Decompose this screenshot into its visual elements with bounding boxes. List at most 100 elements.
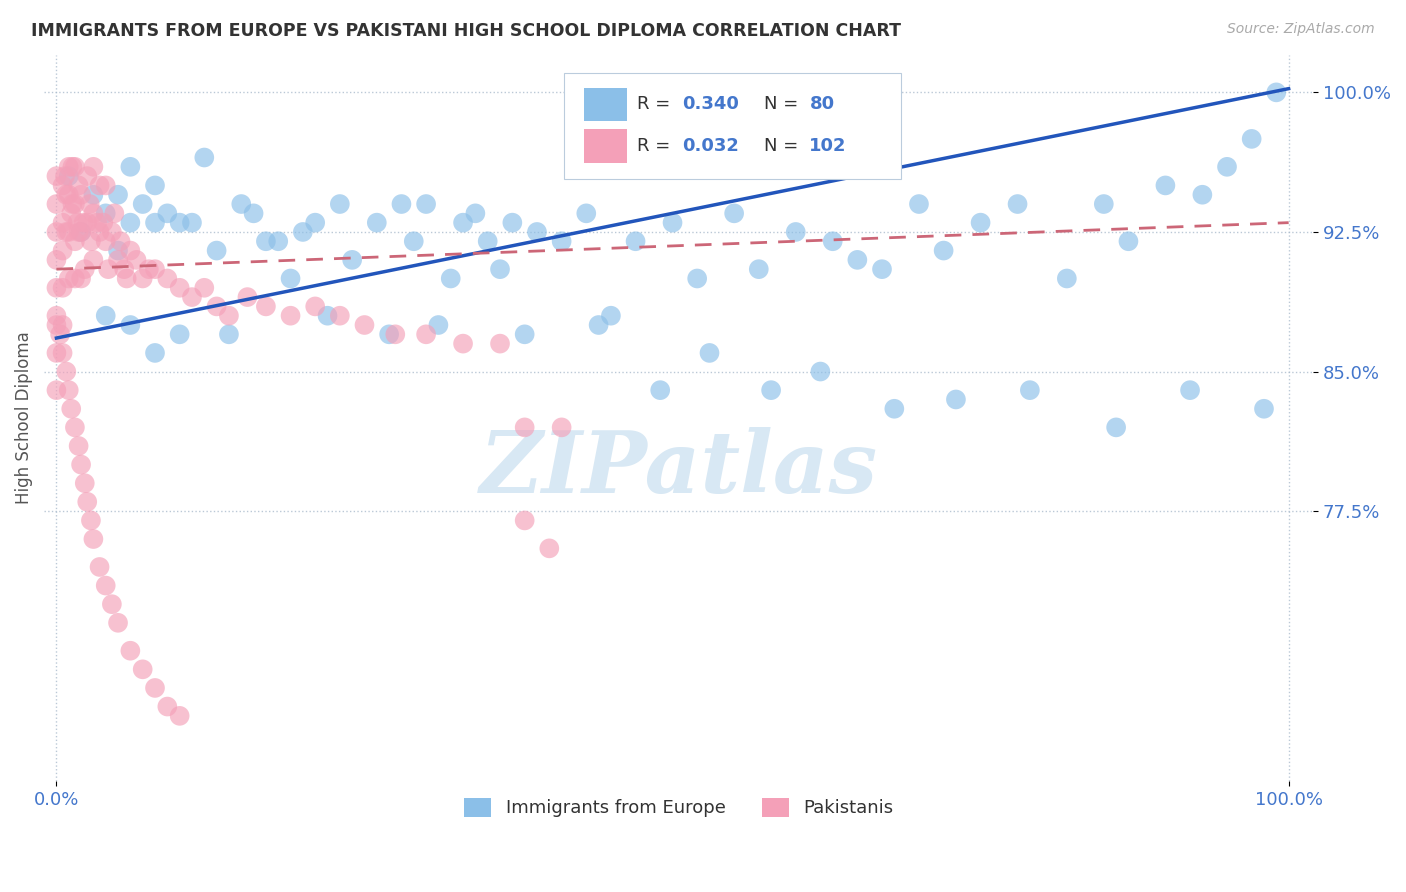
Point [66, 216, 89, 230]
Point [723, 206, 745, 220]
Point [76, 495, 98, 509]
Point [205, 244, 228, 258]
Point [526, 225, 548, 239]
Point [1191, 187, 1213, 202]
Point [1178, 383, 1201, 397]
Point [304, 299, 326, 313]
Point [1007, 197, 1029, 211]
Point [538, 541, 561, 556]
Point [67, 439, 90, 453]
Point [340, 252, 363, 267]
Point [477, 234, 499, 248]
Point [329, 309, 352, 323]
Point [870, 262, 893, 277]
Point [513, 327, 536, 342]
Point [82, 160, 104, 174]
Point [1265, 86, 1288, 100]
Point [73, 476, 96, 491]
Point [131, 197, 153, 211]
Point [550, 234, 572, 248]
Point [45, 197, 67, 211]
Point [45, 318, 67, 332]
Point [52, 178, 75, 193]
Legend: Immigrants from Europe, Pakistanis: Immigrants from Europe, Pakistanis [456, 789, 903, 826]
Text: ZIPatlas: ZIPatlas [479, 427, 877, 510]
Point [49, 327, 72, 342]
Point [316, 309, 339, 323]
Point [103, 206, 125, 220]
Point [143, 262, 166, 277]
Point [52, 346, 75, 360]
Text: 0.032: 0.032 [682, 136, 740, 155]
Point [686, 271, 709, 285]
Text: N =: N = [763, 136, 799, 155]
Point [427, 318, 450, 332]
Point [60, 206, 83, 220]
Point [378, 327, 401, 342]
Point [156, 271, 179, 285]
Point [143, 346, 166, 360]
Point [138, 262, 160, 277]
Point [143, 216, 166, 230]
Point [112, 262, 135, 277]
Point [451, 336, 474, 351]
Point [76, 216, 98, 230]
Point [1018, 383, 1040, 397]
Point [236, 290, 259, 304]
Point [280, 271, 302, 285]
Point [94, 309, 117, 323]
Point [291, 225, 314, 239]
Point [80, 234, 103, 248]
Point [115, 271, 138, 285]
Point [76, 169, 98, 183]
Point [267, 234, 290, 248]
Point [86, 216, 108, 230]
Point [169, 281, 191, 295]
Point [82, 252, 104, 267]
Point [415, 327, 437, 342]
Point [1056, 271, 1078, 285]
Point [451, 216, 474, 230]
Point [62, 197, 84, 211]
Point [402, 234, 425, 248]
Point [588, 318, 610, 332]
Text: 80: 80 [810, 95, 835, 113]
Point [72, 216, 94, 230]
Text: 0.340: 0.340 [682, 95, 740, 113]
Point [181, 216, 204, 230]
Point [53, 169, 76, 183]
Point [110, 234, 132, 248]
Point [63, 197, 86, 211]
Point [79, 197, 101, 211]
Point [699, 346, 721, 360]
Point [67, 178, 90, 193]
FancyBboxPatch shape [583, 87, 627, 121]
Point [1253, 401, 1275, 416]
Point [254, 234, 277, 248]
Point [156, 206, 179, 220]
Point [67, 225, 90, 239]
Point [969, 216, 991, 230]
Point [513, 420, 536, 434]
FancyBboxPatch shape [583, 129, 627, 162]
Point [58, 187, 80, 202]
Point [52, 216, 75, 230]
Point [63, 271, 86, 285]
Point [89, 178, 111, 193]
Point [304, 216, 326, 230]
Point [70, 187, 93, 202]
Point [169, 327, 191, 342]
Point [415, 197, 437, 211]
Point [70, 225, 93, 239]
Point [52, 244, 75, 258]
Point [156, 699, 179, 714]
Point [624, 234, 647, 248]
Y-axis label: High School Diploma: High School Diploma [15, 332, 32, 505]
Point [107, 187, 129, 202]
Point [58, 169, 80, 183]
Point [1240, 132, 1263, 146]
Point [1154, 178, 1177, 193]
Point [107, 252, 129, 267]
Point [759, 383, 782, 397]
Point [329, 197, 352, 211]
